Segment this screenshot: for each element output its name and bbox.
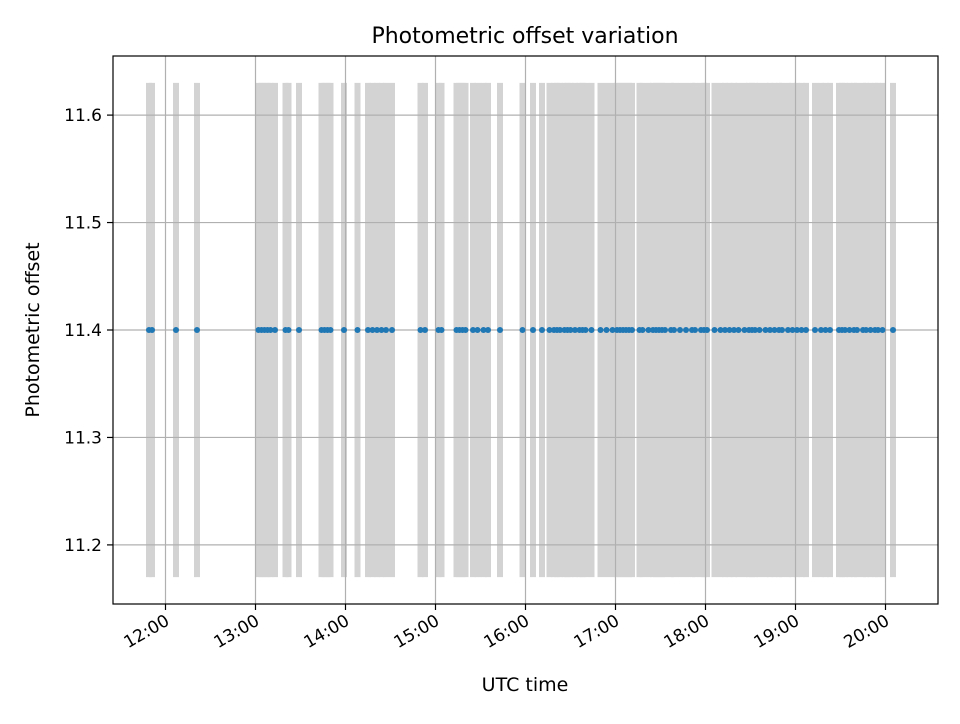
data-point: [662, 327, 668, 333]
data-point: [875, 327, 881, 333]
data-point: [822, 327, 829, 333]
y-tick-label: 11.2: [64, 536, 102, 556]
data-point: [194, 327, 200, 333]
data-point: [704, 327, 710, 333]
data-point: [470, 327, 476, 333]
data-point: [639, 327, 646, 333]
y-tick-label: 11.3: [64, 428, 102, 448]
data-point: [762, 327, 769, 333]
data-point: [341, 327, 347, 333]
data-point: [717, 327, 724, 333]
data-point: [609, 327, 616, 333]
data-point: [785, 327, 791, 333]
data-point: [767, 327, 773, 333]
y-tick-label: 11.6: [64, 106, 102, 126]
data-point: [798, 327, 805, 333]
data-point: [741, 327, 748, 333]
data-point: [735, 327, 742, 333]
data-point: [149, 327, 155, 333]
data-point: [557, 327, 563, 333]
data-point: [267, 327, 274, 333]
data-point: [480, 327, 487, 333]
data-point: [827, 327, 833, 333]
data-point: [383, 327, 389, 333]
chart-title: Photometric offset variation: [371, 24, 678, 49]
data-point: [890, 327, 896, 333]
data-point: [603, 327, 610, 333]
data-point: [818, 327, 824, 333]
data-point: [752, 327, 758, 333]
data-point: [462, 327, 469, 333]
data-point: [803, 327, 809, 333]
data-point: [354, 327, 361, 333]
y-axis-label: Photometric offset: [22, 242, 44, 417]
data-point: [378, 327, 385, 333]
data-point: [485, 327, 491, 333]
data-point: [789, 327, 796, 333]
data-point: [422, 327, 428, 333]
data-point: [863, 327, 869, 333]
data-point: [497, 327, 503, 333]
data-point: [285, 327, 292, 333]
data-point: [671, 327, 677, 333]
data-point: [692, 327, 698, 333]
data-point: [677, 327, 683, 333]
data-point: [417, 327, 424, 333]
data-point: [588, 327, 595, 333]
data-point: [582, 327, 589, 333]
data-point: [389, 327, 395, 333]
data-point: [173, 327, 179, 333]
data-point: [365, 327, 371, 333]
data-point: [629, 327, 635, 333]
y-tick-label: 11.5: [64, 214, 102, 234]
data-point: [645, 327, 652, 333]
data-point: [530, 327, 536, 333]
y-ticks-layer: 11.2 11.3 11.4 11.5 11.6: [64, 106, 113, 556]
data-point: [722, 327, 728, 333]
data-point: [519, 327, 526, 333]
data-point: [794, 327, 800, 333]
data-point: [867, 327, 874, 333]
data-point: [296, 327, 302, 333]
data-point: [771, 327, 778, 333]
data-point: [369, 327, 376, 333]
data-point: [846, 327, 853, 333]
data-point: [572, 327, 578, 333]
x-axis-label: UTC time: [482, 674, 569, 696]
data-point: [812, 327, 818, 333]
y-tick-label: 11.4: [64, 321, 102, 341]
data-point: [683, 327, 689, 333]
data-points-layer: [146, 327, 896, 333]
data-point: [374, 327, 380, 333]
data-point: [546, 327, 553, 333]
data-point: [756, 327, 763, 333]
data-point: [474, 327, 481, 333]
data-point: [327, 327, 334, 333]
data-point: [567, 327, 574, 333]
data-point: [779, 327, 785, 333]
data-point: [272, 327, 278, 333]
data-point: [726, 327, 733, 333]
data-point: [854, 327, 860, 333]
data-point: [438, 327, 445, 333]
data-point: [597, 327, 604, 333]
data-point: [711, 327, 718, 333]
data-point: [879, 327, 886, 333]
data-point: [842, 327, 848, 333]
data-point: [731, 327, 737, 333]
data-point: [539, 327, 545, 333]
